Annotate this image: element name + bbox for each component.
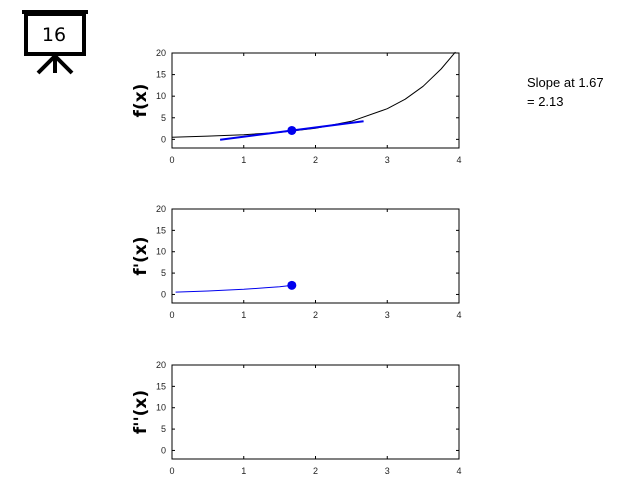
axes-box-f	[171, 52, 460, 149]
y-tick-label-fdoubleprime: 15	[156, 381, 166, 391]
y-tick-label-fdoubleprime: 5	[161, 424, 166, 434]
slope-readout-line2: = 2.13	[527, 94, 564, 109]
axes-box-fprime	[171, 208, 460, 304]
y-tick-label-f: 15	[156, 70, 166, 80]
slope-readout-line1: Slope at 1.67	[527, 75, 604, 90]
x-tick-label-fprime: 3	[385, 310, 390, 320]
panel-fdoubleprime: 0 1 2 3 4 0 5 10 15 20 f''(x)	[131, 360, 462, 476]
y-tick-label-fprime: 0	[161, 289, 166, 299]
slope-readout: Slope at 1.67 = 2.13	[527, 73, 604, 111]
y-tick-label-fprime: 20	[156, 204, 166, 214]
x-tick-label-f: 4	[456, 155, 461, 165]
x-tick-label-fdoubleprime: 0	[169, 466, 174, 476]
x-tick-label-f: 1	[241, 155, 246, 165]
x-tick-label-f: 0	[169, 155, 174, 165]
x-tick-label-fdoubleprime: 4	[456, 466, 461, 476]
y-tick-label-fprime: 5	[161, 268, 166, 278]
x-tick-label-fdoubleprime: 3	[385, 466, 390, 476]
curve-line-f	[171, 51, 456, 138]
y-tick-label-fprime: 15	[156, 225, 166, 235]
axes-box-fdoubleprime	[171, 364, 460, 460]
x-tick-label-f: 3	[385, 155, 390, 165]
y-tick-label-fdoubleprime: 20	[156, 360, 166, 370]
y-axis-label-fdoubleprime: f''(x)	[131, 390, 151, 434]
x-tick-label-fprime: 2	[313, 310, 318, 320]
y-tick-label-f: 0	[161, 134, 166, 144]
y-tick-label-f: 10	[156, 91, 166, 101]
y-tick-label-f: 5	[161, 113, 166, 123]
x-tick-label-fprime: 1	[241, 310, 246, 320]
curve-line-fprime	[175, 284, 292, 293]
y-axis-label-fprime: f'(x)	[131, 236, 151, 275]
panel-fprime: 0 1 2 3 4 0 5 10 15 20 f'(x)	[131, 204, 462, 320]
x-tick-label-fprime: 0	[169, 310, 174, 320]
presentation-board-icon	[22, 10, 88, 75]
slide-number: 16	[42, 24, 66, 46]
y-tick-label-fprime: 10	[156, 247, 166, 257]
panel-f: 0 1 2 3 4 0 5 10 15 20 f(x)	[131, 48, 462, 165]
slide-number-badge: 16	[22, 10, 88, 75]
x-tick-label-fdoubleprime: 2	[313, 466, 318, 476]
x-tick-label-fprime: 4	[456, 310, 461, 320]
y-axis-label-f: f(x)	[131, 84, 151, 118]
x-tick-label-fdoubleprime: 1	[241, 466, 246, 476]
y-tick-label-fdoubleprime: 10	[156, 403, 166, 413]
point-marker-fprime	[287, 280, 297, 290]
y-tick-label-f: 20	[156, 48, 166, 58]
x-tick-label-f: 2	[313, 155, 318, 165]
y-tick-label-fdoubleprime: 0	[161, 445, 166, 455]
point-marker-f	[287, 125, 297, 135]
